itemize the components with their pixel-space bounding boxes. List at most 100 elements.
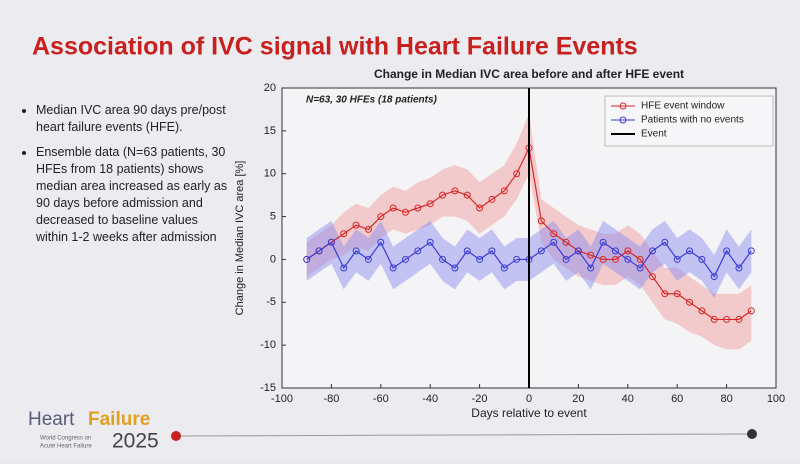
marker <box>340 230 348 238</box>
marker <box>364 255 372 263</box>
logo-year: 2025 <box>112 430 159 453</box>
marker <box>315 247 323 255</box>
marker <box>723 315 731 323</box>
marker <box>574 247 582 255</box>
marker <box>451 264 459 272</box>
x-tick-label: 40 <box>622 393 634 405</box>
y-axis-label: Change in Median IVC area [%] <box>234 161 246 316</box>
bullet-box: Median IVC area 90 days pre/post heart f… <box>20 102 230 342</box>
marker <box>723 247 731 255</box>
marker <box>562 238 570 246</box>
slide-title: Association of IVC signal with Heart Fai… <box>32 33 638 61</box>
legend-label: HFE event window <box>641 101 725 112</box>
marker <box>303 255 311 263</box>
marker <box>661 290 669 298</box>
marker <box>389 264 397 272</box>
x-tick-label: -20 <box>472 393 488 405</box>
marker <box>599 238 607 246</box>
marker <box>463 247 471 255</box>
marker <box>673 290 681 298</box>
x-tick-label: -80 <box>323 393 339 405</box>
x-tick-label: -100 <box>271 393 293 405</box>
marker <box>550 230 558 238</box>
marker <box>377 213 385 221</box>
marker <box>537 247 545 255</box>
marker <box>402 255 409 263</box>
y-tick-label: -15 <box>260 382 276 394</box>
timeline <box>175 433 753 437</box>
marker <box>500 187 508 195</box>
marker <box>698 255 706 263</box>
marker <box>439 191 447 199</box>
marker <box>587 264 595 272</box>
y-tick-label: 10 <box>264 168 276 180</box>
logo-word: Heart <box>28 409 75 430</box>
marker <box>389 204 397 212</box>
marker <box>611 247 619 255</box>
marker <box>698 307 706 315</box>
annotation: N=63, 30 HFEs (18 patients) <box>306 95 438 106</box>
y-tick-label: -5 <box>266 296 276 308</box>
marker <box>686 298 694 306</box>
marker <box>513 170 521 178</box>
marker <box>352 221 360 229</box>
x-tick-label: -60 <box>373 393 389 405</box>
marker <box>599 255 607 263</box>
x-tick-label: 100 <box>767 393 785 405</box>
x-tick-label: 20 <box>572 393 584 405</box>
marker <box>735 315 743 323</box>
logo-subtext: Acute Heart Failure <box>40 444 92 450</box>
legend-marker <box>619 102 627 110</box>
marker <box>327 238 335 246</box>
marker <box>402 208 409 216</box>
x-tick-label: 80 <box>720 393 732 405</box>
marker <box>587 251 595 259</box>
marker <box>439 255 447 263</box>
x-axis-label: Days relative to event <box>471 406 587 420</box>
marker <box>537 217 545 225</box>
y-tick-label: -10 <box>260 339 276 351</box>
legend-label: Event <box>641 129 667 140</box>
marker <box>710 273 718 281</box>
marker <box>414 204 422 212</box>
y-tick-label: 5 <box>270 210 276 222</box>
x-tick-label: 0 <box>526 393 532 405</box>
marker <box>649 247 656 255</box>
x-tick-label: -40 <box>422 393 438 405</box>
marker <box>562 255 570 263</box>
marker <box>463 191 471 199</box>
marker <box>661 238 669 246</box>
marker <box>611 255 619 263</box>
legend-label: Patients with no events <box>641 115 744 126</box>
marker <box>747 307 755 315</box>
x-tick-label: 60 <box>671 393 683 405</box>
marker <box>426 200 434 208</box>
y-tick-label: 15 <box>264 125 276 137</box>
bullet: Ensemble data (N=63 patients, 30 HFEs fr… <box>36 144 230 246</box>
chart-title: Change in Median IVC area before and aft… <box>374 67 684 81</box>
marker <box>451 187 459 195</box>
y-tick-label: 20 <box>264 82 276 94</box>
marker <box>735 264 743 272</box>
marker <box>550 238 558 246</box>
marker <box>488 247 496 255</box>
marker <box>686 247 694 255</box>
marker <box>500 264 508 272</box>
timeline-dot <box>171 431 181 441</box>
marker <box>340 264 348 272</box>
marker <box>636 264 644 272</box>
marker <box>710 315 718 323</box>
legend-marker <box>619 116 627 124</box>
marker <box>673 255 681 263</box>
bullet: Median IVC area 90 days pre/post heart f… <box>36 102 230 136</box>
marker <box>513 255 521 263</box>
marker <box>476 204 484 212</box>
marker <box>624 255 632 263</box>
bullet-list: Median IVC area 90 days pre/post heart f… <box>20 102 230 246</box>
marker <box>649 273 656 281</box>
y-tick-label: 0 <box>270 253 276 265</box>
marker <box>414 247 422 255</box>
marker <box>364 225 372 233</box>
